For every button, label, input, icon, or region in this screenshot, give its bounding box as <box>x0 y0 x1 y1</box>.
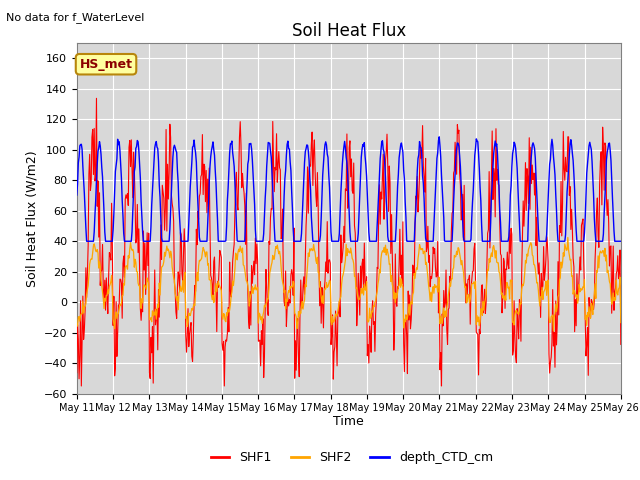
Text: HS_met: HS_met <box>79 58 132 71</box>
Text: No data for f_WaterLevel: No data for f_WaterLevel <box>6 12 145 23</box>
Legend: SHF1, SHF2, depth_CTD_cm: SHF1, SHF2, depth_CTD_cm <box>205 446 499 469</box>
Y-axis label: Soil Heat Flux (W/m2): Soil Heat Flux (W/m2) <box>25 150 38 287</box>
Title: Soil Heat Flux: Soil Heat Flux <box>292 22 406 40</box>
X-axis label: Time: Time <box>333 415 364 428</box>
